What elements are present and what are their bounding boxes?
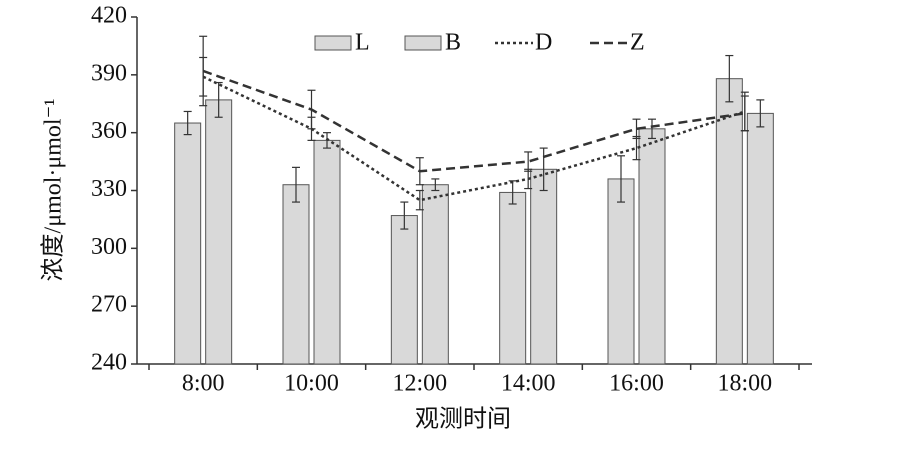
error-bar	[400, 201, 409, 230]
legend-swatch	[314, 35, 352, 51]
x-tick-label: 10:00	[284, 371, 339, 397]
y-axis-label: 浓度/μmol·μmol⁻¹	[40, 99, 67, 282]
y-tick-label: 300	[91, 234, 127, 260]
error-bar	[648, 118, 656, 140]
y-tick-label: 270	[91, 292, 127, 318]
y-tick-label: 240	[91, 350, 127, 376]
error-bar	[307, 89, 316, 130]
error-bar	[539, 147, 548, 192]
error-bar	[431, 178, 440, 192]
x-tick-label: 8:00	[182, 371, 225, 397]
x-tick-label: 12:00	[392, 371, 447, 397]
error-bar	[292, 166, 300, 203]
bar	[421, 184, 449, 365]
y-tick-label: 420	[91, 3, 127, 29]
x-tick-label: 16:00	[609, 371, 664, 397]
legend-label: D	[535, 30, 552, 56]
legend-label: B	[445, 30, 461, 56]
error-bar	[415, 189, 424, 211]
bar	[530, 168, 558, 365]
bar	[715, 78, 743, 365]
legend-label: Z	[630, 30, 645, 56]
error-bar	[740, 95, 749, 132]
x-tick-label: 18:00	[717, 371, 772, 397]
bar	[313, 139, 341, 365]
bar	[638, 128, 666, 365]
y-tick-label: 330	[91, 176, 127, 202]
bar	[205, 99, 233, 365]
x-tick-label: 14:00	[501, 371, 556, 397]
error-bar	[725, 54, 734, 103]
x-axis-label: 观测时间	[415, 406, 511, 433]
bar	[390, 215, 418, 365]
error-bar	[183, 110, 192, 136]
line	[202, 69, 746, 173]
error-bar	[415, 157, 424, 186]
error-bar	[632, 118, 641, 140]
bar	[499, 191, 527, 365]
bar	[746, 112, 774, 365]
legend-label: L	[355, 30, 370, 56]
bar	[174, 122, 202, 365]
error-bar	[617, 155, 625, 203]
legend-swatch	[404, 35, 442, 51]
y-tick-label: 390	[91, 60, 127, 86]
bar	[607, 178, 635, 365]
error-bar	[756, 99, 765, 128]
error-bar	[199, 35, 208, 107]
y-tick-label: 360	[91, 118, 127, 144]
bar	[282, 184, 310, 365]
error-bar	[524, 151, 533, 172]
